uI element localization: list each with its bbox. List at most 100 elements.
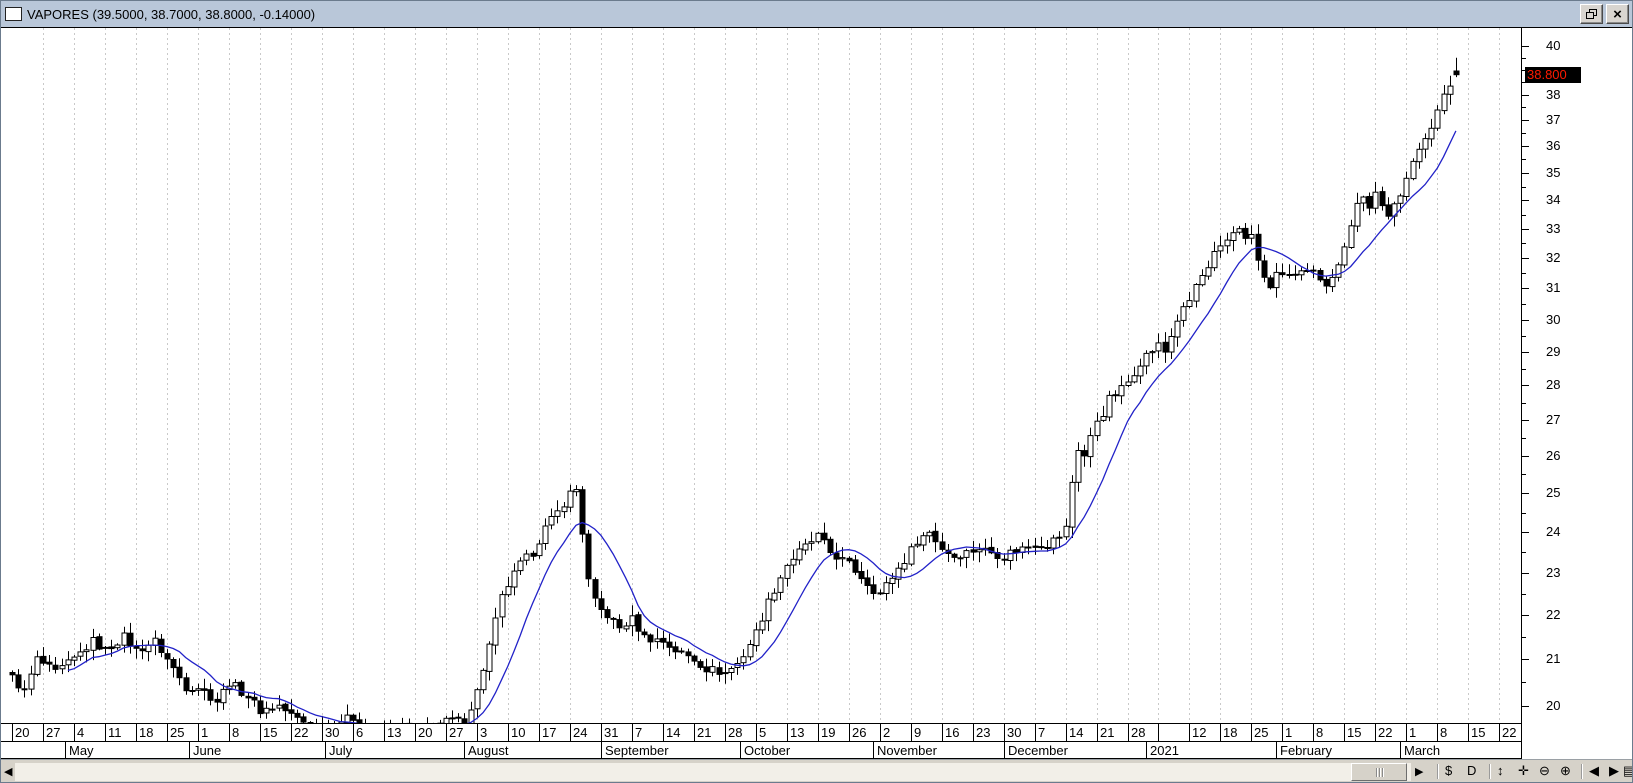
candle-body bbox=[858, 571, 865, 580]
candle-body bbox=[102, 646, 109, 649]
restore-button[interactable] bbox=[1580, 4, 1603, 24]
candle-body bbox=[1174, 320, 1181, 338]
scroll-right-button[interactable]: ▶ bbox=[1609, 763, 1619, 778]
week-tick-label: 8 bbox=[1440, 725, 1448, 740]
candle-body bbox=[1416, 148, 1423, 163]
candle-body bbox=[15, 674, 22, 689]
week-tick-label: 19 bbox=[821, 725, 836, 740]
week-tick-label: 3 bbox=[480, 725, 488, 740]
candle-body bbox=[90, 637, 97, 651]
price-axis[interactable]: 38.800 20 21 22 23 24 25 26 27 28 29 30 31 32 33 34 35 3… bbox=[1521, 28, 1632, 723]
week-tick bbox=[1097, 724, 1098, 741]
scroll-left-button[interactable]: ◀ bbox=[1589, 763, 1599, 778]
candle-body bbox=[121, 632, 128, 646]
candle-body bbox=[1261, 260, 1268, 278]
candle-body bbox=[647, 634, 654, 643]
chart-document-icon[interactable] bbox=[5, 7, 22, 21]
week-tick bbox=[1313, 724, 1314, 741]
vertical-scale-button[interactable]: ↕ bbox=[1497, 763, 1504, 778]
candle-body bbox=[1335, 264, 1342, 278]
week-tick-label: 9 bbox=[914, 725, 922, 740]
candle-body bbox=[592, 579, 599, 599]
week-tick bbox=[601, 724, 602, 741]
zoom-out-button[interactable]: ⊖ bbox=[1539, 763, 1550, 778]
candle-body bbox=[846, 557, 853, 562]
candle-body bbox=[276, 704, 283, 709]
week-tick-label: 28 bbox=[728, 725, 743, 740]
data-window-button[interactable]: ▤ bbox=[1623, 763, 1632, 779]
zoom-in-button[interactable]: ⊕ bbox=[1560, 763, 1571, 778]
close-button[interactable]: × bbox=[1606, 4, 1629, 24]
candle-body bbox=[635, 614, 642, 632]
week-tick-label: 13 bbox=[790, 725, 805, 740]
scrollbar-right-arrow-icon[interactable]: ▶ bbox=[1415, 766, 1424, 778]
price-minor-tick bbox=[1522, 303, 1526, 305]
candle-body bbox=[579, 489, 586, 535]
price-major-tick bbox=[1522, 94, 1529, 96]
candle-body bbox=[344, 714, 351, 723]
candle-body bbox=[1242, 227, 1249, 239]
price-tick-label: 21 bbox=[1546, 651, 1561, 667]
week-tick bbox=[1468, 724, 1469, 741]
price-minor-tick bbox=[1522, 82, 1526, 84]
candle-body bbox=[257, 700, 264, 715]
week-tick bbox=[1066, 724, 1067, 741]
candle-body bbox=[1001, 558, 1008, 561]
candle-body bbox=[771, 592, 778, 601]
price-minor-tick bbox=[1522, 474, 1526, 476]
month-label: August bbox=[468, 743, 509, 758]
moving-average-line bbox=[67, 130, 1457, 723]
candle-body bbox=[195, 688, 202, 691]
candle-body bbox=[567, 490, 574, 508]
candle-body bbox=[920, 535, 927, 546]
candle-body bbox=[585, 533, 592, 580]
week-tick bbox=[1220, 724, 1221, 741]
month-label: October bbox=[744, 743, 791, 758]
price-major-tick bbox=[1522, 319, 1529, 321]
candle-body bbox=[40, 655, 47, 664]
price-tick-label: 34 bbox=[1546, 192, 1561, 208]
price-tick-label: 36 bbox=[1546, 138, 1561, 153]
candlestick-chart[interactable] bbox=[1, 28, 1521, 723]
price-scale-button[interactable]: $ bbox=[1445, 763, 1453, 778]
candle-body bbox=[189, 690, 196, 692]
candle-body bbox=[753, 629, 760, 647]
candle-body bbox=[108, 646, 115, 650]
candle-body bbox=[1292, 273, 1299, 276]
week-tick-label: 26 bbox=[852, 725, 867, 740]
week-tick bbox=[539, 724, 540, 741]
week-tick-label: 27 bbox=[449, 725, 464, 740]
scrollbar-left-arrow-icon[interactable]: ◀ bbox=[4, 766, 13, 778]
price-tick-label: 29 bbox=[1546, 343, 1561, 359]
week-tick bbox=[167, 724, 168, 741]
titlebar-buttons: × bbox=[1580, 4, 1629, 24]
candle-body bbox=[1125, 381, 1132, 386]
pan-chart-button[interactable]: ✛ bbox=[1518, 763, 1529, 778]
month-separator bbox=[1146, 742, 1147, 758]
candle-body bbox=[790, 558, 797, 566]
week-tick-label: 30 bbox=[325, 725, 340, 740]
candle-body bbox=[932, 530, 939, 543]
month-label: June bbox=[193, 743, 222, 758]
candle-body bbox=[59, 665, 66, 670]
scrollbar-track[interactable] bbox=[15, 763, 1411, 781]
candle-body bbox=[1397, 195, 1404, 204]
month-separator bbox=[189, 742, 190, 758]
candle-body bbox=[970, 549, 977, 553]
candle-body bbox=[183, 677, 190, 692]
price-tick-label: 26 bbox=[1546, 447, 1561, 463]
scrollbar-thumb[interactable] bbox=[1351, 763, 1407, 781]
candle-body bbox=[1267, 277, 1274, 289]
candle-body bbox=[1063, 525, 1070, 538]
month-label: November bbox=[877, 743, 937, 758]
week-tick bbox=[353, 724, 354, 741]
candle-body bbox=[455, 716, 462, 719]
price-tick-label: 28 bbox=[1546, 377, 1561, 393]
week-tick bbox=[1344, 724, 1345, 741]
scrollbar-grip bbox=[1378, 767, 1380, 777]
periodicity-daily-button[interactable]: D bbox=[1467, 763, 1477, 778]
candle-body bbox=[1143, 352, 1150, 367]
price-major-tick bbox=[1522, 419, 1529, 421]
candle-body bbox=[1230, 232, 1237, 241]
candle-body bbox=[808, 541, 815, 544]
